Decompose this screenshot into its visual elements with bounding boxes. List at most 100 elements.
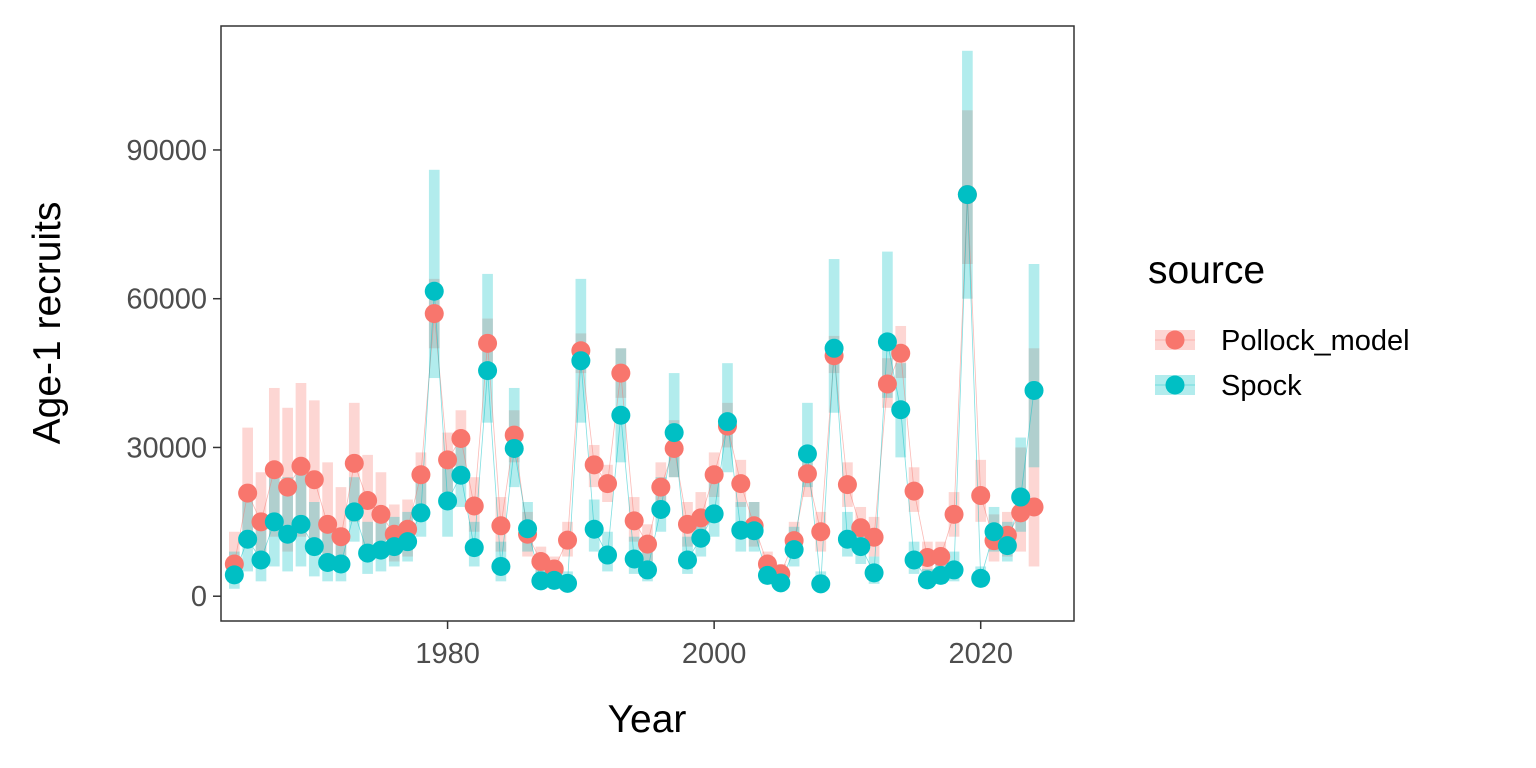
spock-ci-band — [428, 169, 440, 379]
spock-point — [664, 423, 684, 443]
y-tick-label: 60000 — [126, 284, 207, 316]
legend-item-spock: Spock — [1155, 370, 1302, 402]
pollock-model-point — [318, 514, 338, 534]
x-axis: 1980 2000 2020 — [415, 621, 1013, 670]
pollock-model-point — [464, 496, 484, 516]
spock-point — [478, 361, 498, 381]
spock-point — [304, 537, 324, 557]
spock-point — [638, 560, 657, 580]
pollock-model-point — [651, 477, 671, 497]
spock-point — [224, 565, 244, 585]
pollock-model-point — [944, 504, 964, 524]
spock-point — [491, 556, 511, 576]
pollock-model-point — [358, 491, 378, 511]
pollock-model-point — [731, 474, 751, 494]
y-tick-label: 30000 — [126, 432, 207, 464]
pollock-model-point — [371, 504, 391, 524]
spock-point — [451, 465, 471, 485]
spock-point — [944, 560, 964, 580]
legend-key-point — [1165, 375, 1185, 395]
pollock-model-point — [624, 511, 644, 531]
spock-point — [864, 563, 884, 583]
spock-point — [251, 550, 271, 570]
pollock-model-point — [664, 438, 684, 458]
pollock-model-point — [491, 516, 511, 536]
legend-key-point — [1165, 330, 1185, 350]
spock-point — [558, 573, 578, 593]
y-axis: 0 30000 60000 90000 — [126, 135, 221, 613]
pollock-model-point — [264, 460, 284, 480]
legend-label: Spock — [1221, 370, 1302, 402]
spock-point — [1024, 380, 1044, 400]
pollock-model-point — [558, 530, 578, 550]
spock-point — [424, 281, 444, 301]
spock-point — [797, 444, 817, 464]
spock-ci-band — [615, 348, 627, 463]
spock-point — [291, 514, 311, 534]
spock-point — [238, 529, 258, 549]
pollock-model-point — [251, 512, 271, 532]
pollock-model-point — [877, 374, 897, 394]
y-tick-label: 0 — [191, 581, 207, 613]
spock-point — [691, 528, 711, 548]
spock-point — [984, 522, 1004, 542]
spock-ci-band — [962, 50, 973, 299]
spock-point — [997, 536, 1017, 556]
pollock-model-point — [304, 470, 324, 490]
spock-point — [717, 412, 737, 432]
pollock-model-point — [704, 465, 724, 485]
panel-border — [220, 25, 1075, 622]
spock-point — [464, 538, 484, 558]
pollock-model-point — [438, 450, 458, 470]
spock-point — [264, 512, 284, 532]
pollock-model-point — [478, 333, 498, 353]
pollock-model-point — [971, 486, 991, 506]
spock-point — [811, 574, 831, 594]
pollock-model-point — [864, 527, 884, 547]
spock-point — [957, 185, 977, 205]
pollock-model-point — [504, 425, 524, 445]
pollock-model-point — [411, 465, 431, 485]
legend-label: Pollock_model — [1221, 325, 1410, 357]
pollock-model-point — [598, 474, 618, 494]
pollock-model-point — [238, 483, 258, 503]
pollock-model-point — [611, 363, 631, 383]
spock-ci-band — [282, 477, 293, 572]
spock-point — [651, 499, 671, 519]
pollock-model-point — [837, 475, 857, 495]
y-axis-title: Age-1 recruits — [26, 202, 69, 445]
legend-item-pollock-model: Pollock_model — [1155, 325, 1410, 357]
x-tick-label: 2020 — [948, 638, 1013, 670]
spock-point — [571, 351, 591, 371]
spock-point — [731, 520, 751, 540]
x-tick-label: 2000 — [682, 638, 747, 670]
spock-point — [344, 502, 364, 522]
spock-point — [891, 400, 911, 420]
spock-point — [584, 519, 604, 539]
spock-point — [704, 504, 724, 524]
spock-point — [971, 568, 991, 588]
pollock-model-point — [331, 527, 351, 547]
spock-point — [1011, 487, 1031, 507]
pollock-model-point — [797, 464, 817, 484]
pollock-model-point — [638, 534, 657, 554]
pollock-model-point — [904, 481, 924, 501]
spock-point — [771, 573, 791, 593]
pollock-model-point — [344, 453, 364, 473]
legend: source Pollock_model Spock — [1148, 249, 1410, 402]
series-points — [224, 185, 1044, 594]
spock-point — [411, 503, 431, 523]
spock-point — [877, 332, 897, 352]
x-axis-title: Year — [608, 698, 687, 741]
pollock-model-point — [584, 455, 604, 475]
spock-ci-band — [1015, 437, 1027, 532]
spock-ci-band — [1028, 264, 1040, 468]
spock-point — [531, 571, 551, 591]
y-tick-label: 90000 — [126, 135, 207, 167]
spock-point — [677, 550, 697, 570]
pollock-model-point — [811, 522, 831, 542]
spock-point — [624, 549, 644, 569]
pollock-model-ci-band — [1028, 348, 1040, 567]
spock-ci-band — [295, 462, 307, 567]
